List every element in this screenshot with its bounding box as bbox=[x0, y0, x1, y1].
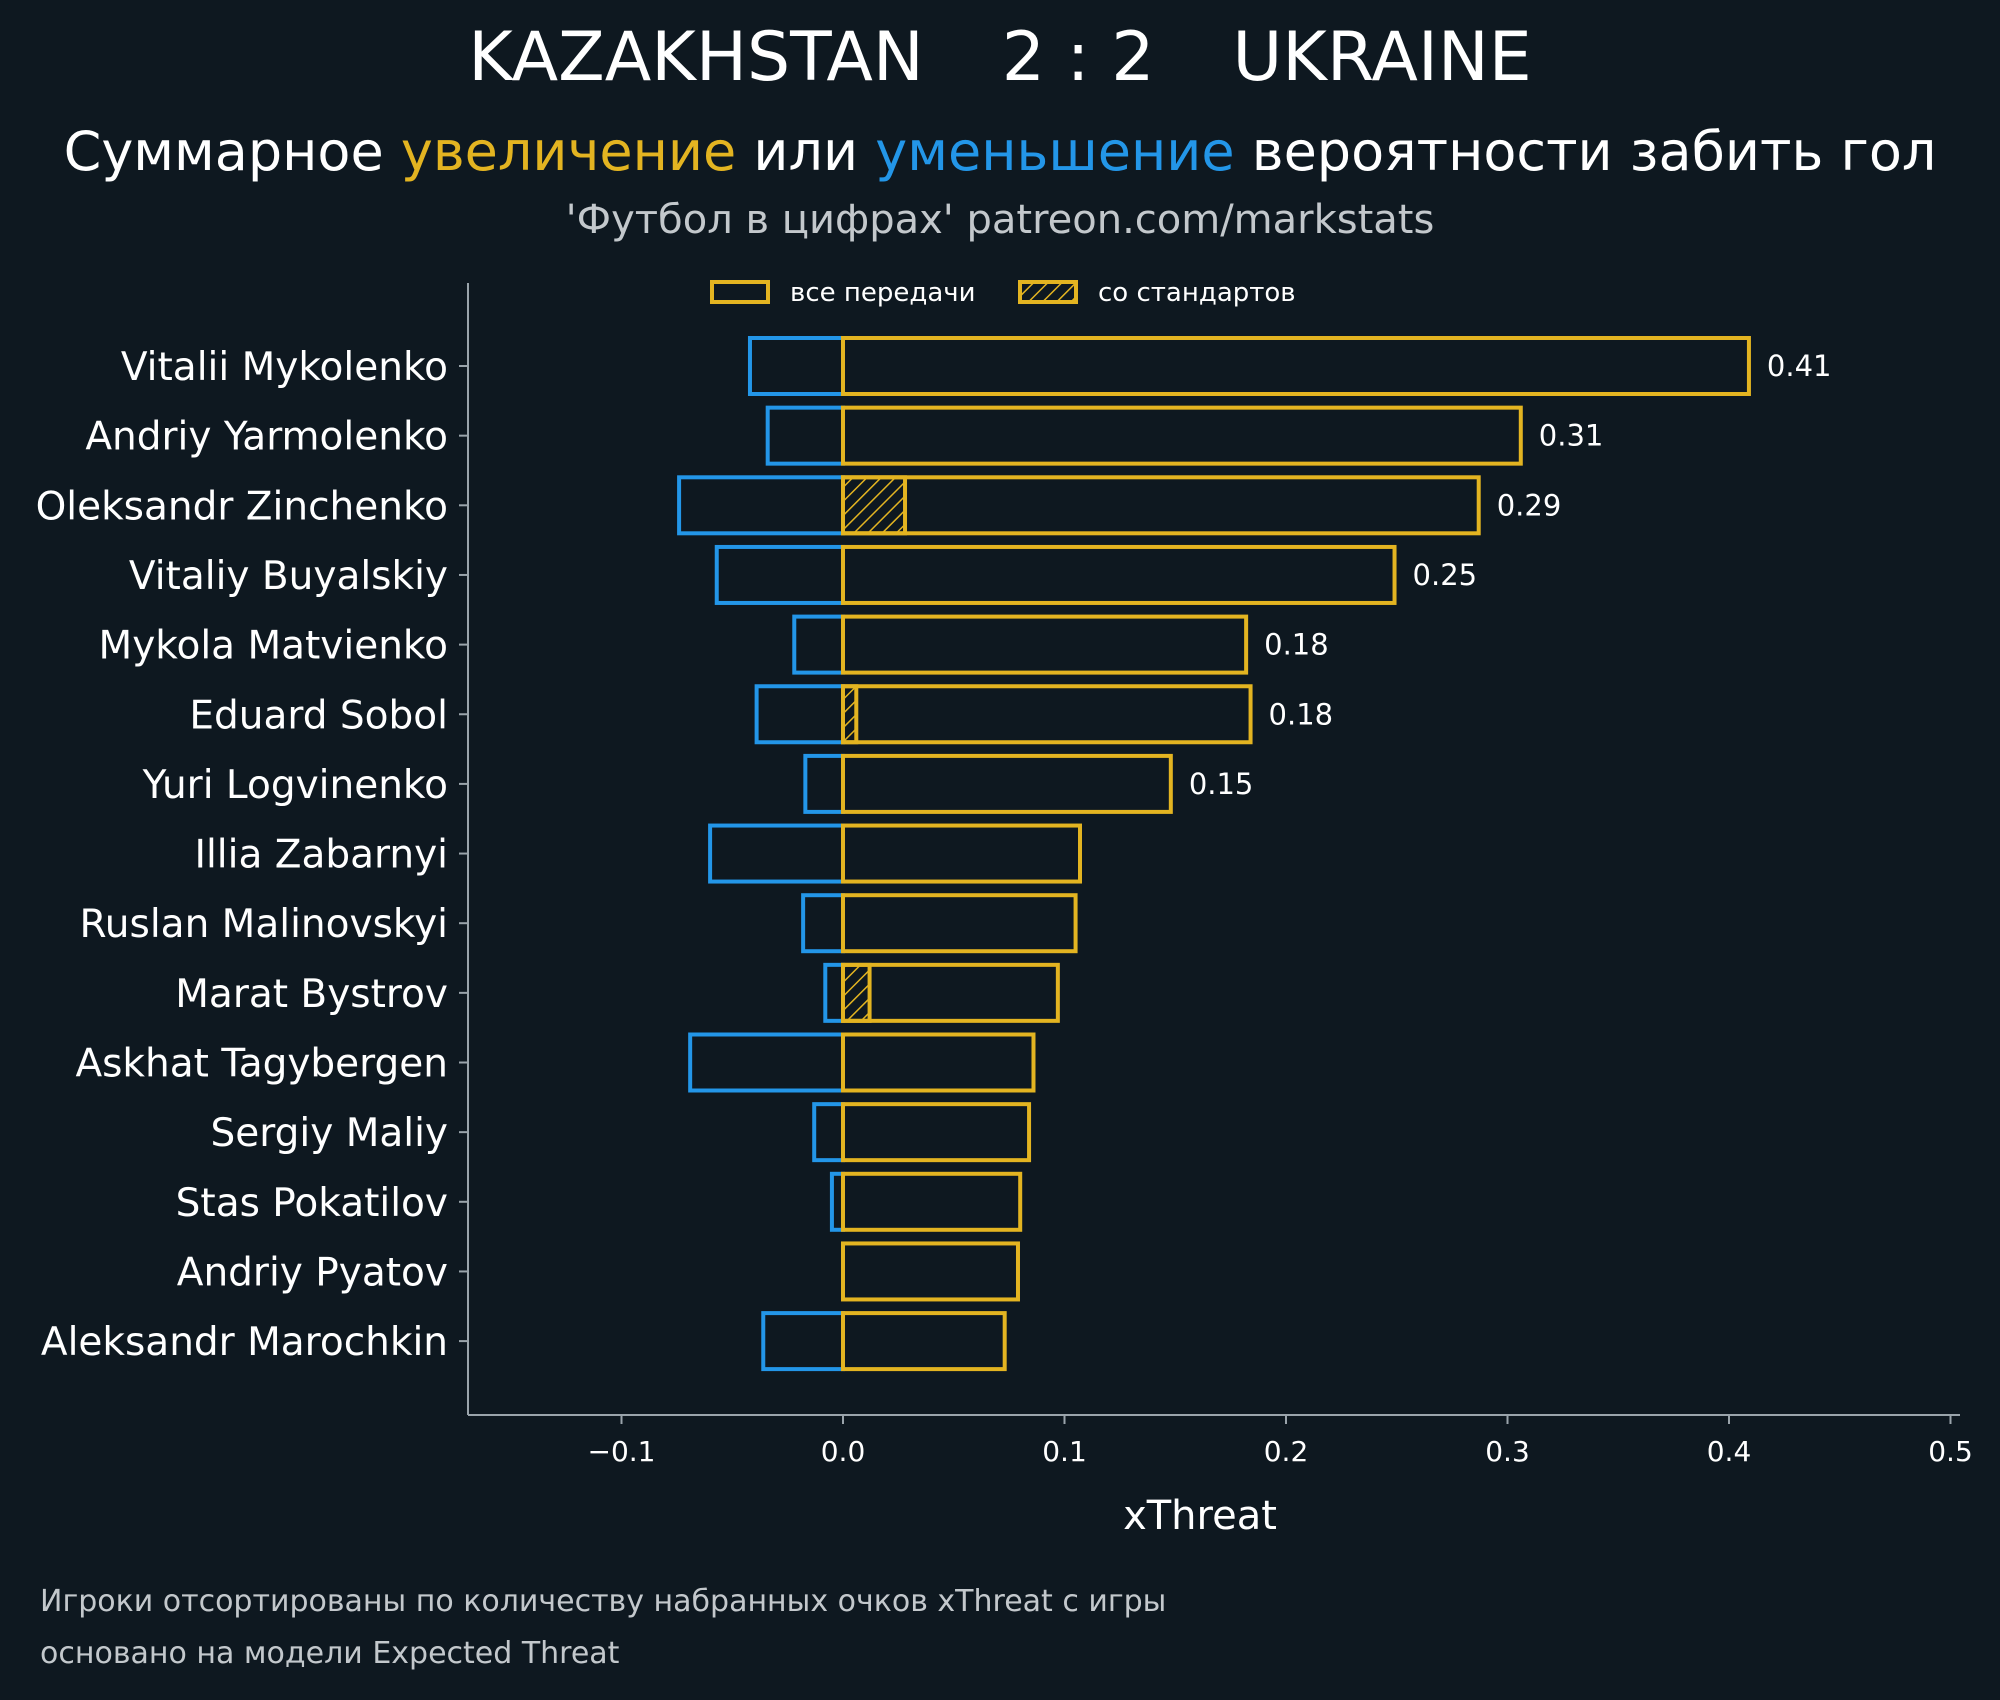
decrease-bar bbox=[792, 614, 846, 675]
subtitle-part2: или bbox=[736, 120, 876, 183]
player-label: Andriy Pyatov bbox=[177, 1250, 448, 1295]
set-piece-bar bbox=[841, 475, 908, 536]
decrease-bar bbox=[677, 475, 846, 536]
legend-swatch-set-pieces bbox=[1018, 280, 1078, 304]
chart-labels: Vitalii Mykolenko 0.41 Andriy Yarmolenko 0.… bbox=[36, 345, 1832, 1365]
increase-bar bbox=[841, 336, 1751, 396]
player-label: Askhat Tagybergen bbox=[75, 1042, 448, 1087]
x-tick-label: 0.3 bbox=[1485, 1435, 1530, 1468]
increase-bar bbox=[841, 475, 1481, 536]
value-label: 0.18 bbox=[1269, 697, 1334, 731]
x-tick-label: 0.2 bbox=[1264, 1435, 1309, 1468]
player-label: Oleksandr Zinchenko bbox=[36, 484, 448, 529]
increase-bar bbox=[841, 405, 1523, 466]
value-label: 0.31 bbox=[1539, 419, 1604, 453]
match-header: KAZAKHSTAN 2 : 2 UKRAINE bbox=[0, 18, 2000, 97]
increase-bar bbox=[841, 684, 1253, 745]
increase-bar bbox=[841, 1311, 1007, 1372]
x-tick-label: 0.1 bbox=[1042, 1435, 1087, 1468]
increase-bar bbox=[841, 1032, 1036, 1093]
increase-bar bbox=[841, 893, 1078, 954]
value-label: 0.29 bbox=[1497, 488, 1562, 522]
increase-bar bbox=[841, 614, 1249, 675]
match-score: 2 : 2 bbox=[1001, 18, 1155, 97]
legend-label-set-pieces: со стандартов bbox=[1098, 278, 1296, 308]
decrease-bar bbox=[801, 893, 846, 954]
decrease-bar bbox=[708, 823, 845, 884]
player-label: Aleksandr Marochkin bbox=[41, 1320, 448, 1365]
home-team: KAZAKHSTAN bbox=[468, 18, 924, 97]
increase-bar bbox=[841, 823, 1083, 884]
value-label: 0.15 bbox=[1189, 767, 1254, 801]
chart-subtitle: Суммарное увеличение или уменьшение веро… bbox=[0, 120, 2000, 183]
decrease-bar bbox=[765, 405, 845, 466]
decrease-bar bbox=[754, 684, 845, 745]
player-label: Vitaliy Buyalskiy bbox=[129, 554, 448, 599]
chart-legend: все передачи со стандартов bbox=[710, 278, 1296, 308]
player-label: Mykola Matvienko bbox=[99, 624, 448, 669]
legend-swatch-all-passes bbox=[710, 280, 770, 304]
value-label: 0.25 bbox=[1413, 558, 1478, 592]
footnote-model: основано на модели Expected Threat bbox=[40, 1636, 620, 1671]
decrease-bar bbox=[747, 336, 845, 396]
decrease-bar bbox=[823, 962, 846, 1023]
increase-bar bbox=[841, 1102, 1032, 1163]
decrease-bar bbox=[688, 1032, 845, 1093]
chart-bars bbox=[677, 336, 1751, 1372]
increase-bar bbox=[841, 1171, 1023, 1232]
set-piece-bar bbox=[841, 962, 872, 1023]
increase-bar bbox=[841, 1241, 1020, 1302]
away-team: UKRAINE bbox=[1232, 18, 1532, 97]
footnote-sorting: Игроки отсортированы по количеству набра… bbox=[40, 1584, 1167, 1619]
decrease-bar bbox=[803, 753, 845, 814]
increase-bar bbox=[841, 544, 1397, 605]
player-label: Illia Zabarnyi bbox=[194, 833, 448, 878]
subtitle-increase: увеличение bbox=[400, 120, 737, 183]
subtitle-part3: вероятности забить гол bbox=[1234, 120, 1937, 183]
x-tick-label: −0.1 bbox=[588, 1435, 656, 1468]
player-label: Vitalii Mykolenko bbox=[121, 345, 448, 390]
increase-bar bbox=[841, 962, 1060, 1023]
player-label: Andriy Yarmolenko bbox=[85, 415, 448, 460]
legend-label-all-passes: все передачи bbox=[790, 278, 976, 308]
player-label: Sergiy Maliy bbox=[211, 1111, 448, 1156]
x-tick-label: 0.4 bbox=[1707, 1435, 1752, 1468]
value-label: 0.18 bbox=[1264, 628, 1329, 662]
increase-bar bbox=[841, 753, 1173, 814]
player-label: Marat Bystrov bbox=[175, 972, 448, 1017]
decrease-bar bbox=[812, 1102, 846, 1163]
player-label: Ruslan Malinovskyi bbox=[79, 902, 448, 947]
x-tick-label: 0.5 bbox=[1928, 1435, 1973, 1468]
player-label: Yuri Logvinenko bbox=[142, 763, 448, 808]
subtitle-decrease: уменьшение bbox=[875, 120, 1235, 183]
x-axis-title: xThreat bbox=[1123, 1493, 1277, 1539]
player-label: Eduard Sobol bbox=[189, 693, 448, 738]
value-label: 0.41 bbox=[1767, 349, 1832, 383]
decrease-bar bbox=[761, 1311, 846, 1372]
x-tick-label: 0.0 bbox=[821, 1435, 866, 1468]
chart-axes: −0.1 0.0 0.1 0.2 0.3 0.4 0.5 xThreat bbox=[459, 283, 1973, 1539]
decrease-bar bbox=[714, 544, 845, 605]
player-label: Stas Pokatilov bbox=[176, 1181, 448, 1226]
source-credit: 'Футбол в цифрах' patreon.com/markstats bbox=[565, 197, 1435, 243]
subtitle-part1: Суммарное bbox=[63, 120, 401, 183]
